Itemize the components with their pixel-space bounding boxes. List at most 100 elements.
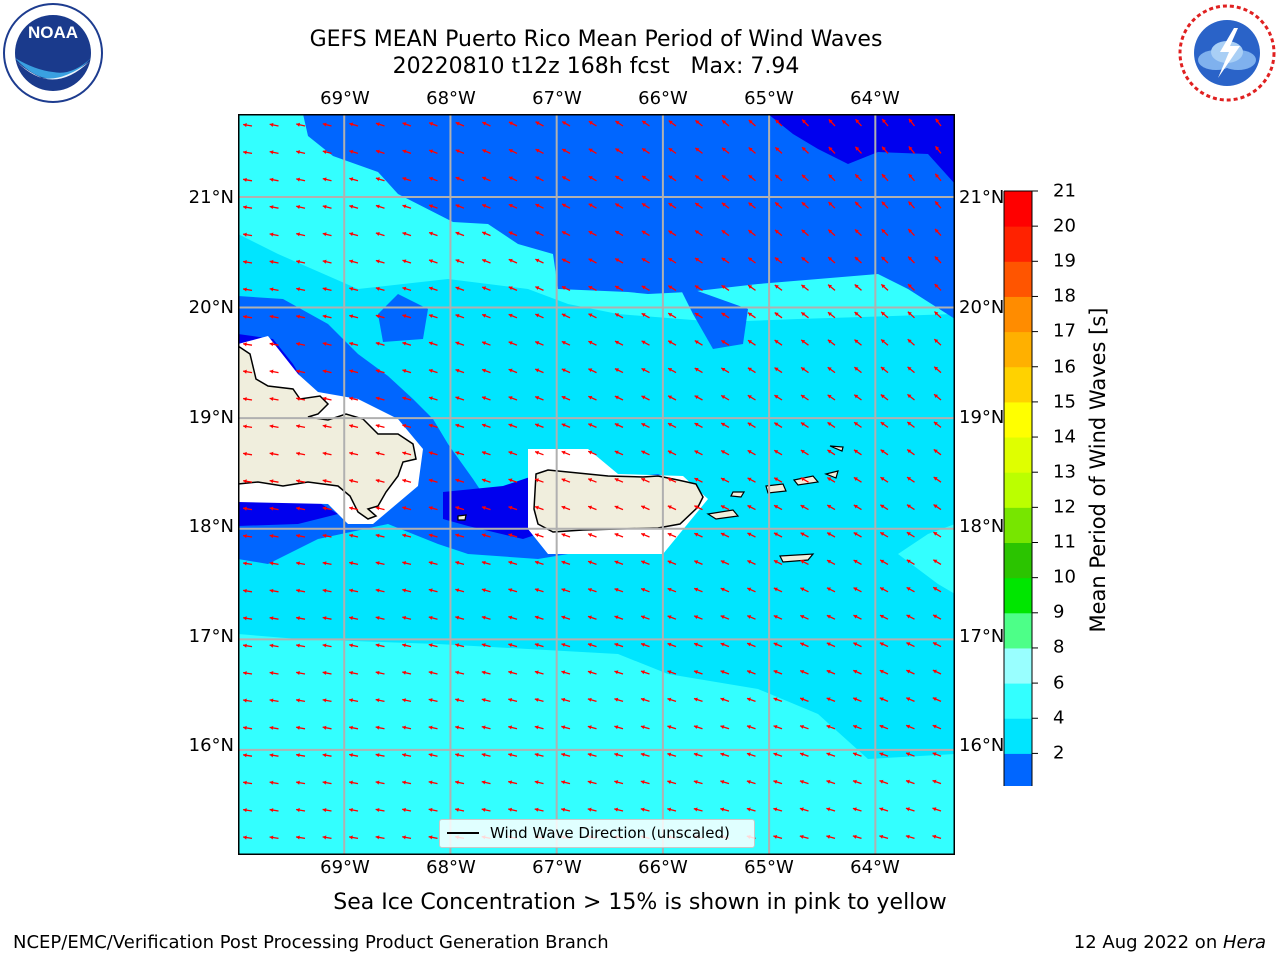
wave-direction-arrowhead — [534, 780, 539, 785]
wave-direction-arrowhead — [721, 395, 726, 399]
wave-direction-arrowhead — [508, 697, 513, 702]
wave-direction-arrowhead — [853, 724, 858, 729]
colorbar-segment — [1004, 226, 1032, 262]
wave-direction-arrowhead — [800, 560, 805, 564]
wave-direction-arrowhead — [508, 560, 513, 565]
wave-direction-arrowhead — [935, 146, 940, 151]
wave-direction-arrowhead — [641, 313, 646, 317]
lon-tick-top: 64°W — [850, 88, 900, 109]
wave-direction-arrowhead — [322, 177, 327, 182]
wave-direction-arrowhead — [269, 369, 274, 374]
wave-direction-arrowhead — [748, 147, 753, 152]
wave-direction-arrowhead — [667, 423, 672, 427]
wave-direction-arrowhead — [908, 146, 913, 151]
wave-direction-arrowhead — [482, 396, 486, 401]
wave-direction-arrowhead — [801, 229, 806, 234]
wave-direction-arrowhead — [828, 284, 833, 289]
wave-direction-arrowhead — [535, 313, 540, 318]
wave-direction-arrowhead — [855, 174, 860, 179]
wave-direction-arrowhead — [322, 835, 327, 840]
wave-direction-arrowhead — [455, 204, 460, 209]
wave-direction-arrowhead — [561, 450, 566, 455]
wave-direction-arrowhead — [535, 505, 539, 510]
wave-direction-arrowhead — [296, 314, 300, 319]
wave-direction-arrowhead — [746, 752, 751, 757]
wave-direction-arrowhead — [881, 311, 886, 316]
wave-direction-arrowhead — [640, 780, 645, 785]
wave-direction-arrowhead — [375, 588, 380, 593]
wave-direction-arrowhead — [481, 560, 486, 565]
wave-direction-arrowhead — [402, 231, 407, 236]
wave-direction-arrowhead — [668, 175, 673, 180]
wave-direction-arrowhead — [269, 205, 274, 210]
footer-date-text: 12 Aug 2022 on — [1073, 932, 1223, 953]
wave-direction-arrowhead — [614, 395, 619, 400]
wave-direction-arrowhead — [535, 396, 540, 400]
colorbar-tick: 9 — [1053, 601, 1065, 623]
wave-direction-arrowhead — [853, 587, 858, 592]
wave-direction-arrowhead — [375, 725, 380, 730]
wave-direction-arrowhead — [455, 560, 460, 565]
wave-direction-arrowhead — [667, 477, 672, 482]
wave-direction-arrowhead — [826, 669, 831, 674]
wave-direction-arrowhead — [481, 725, 486, 730]
wave-direction-arrowhead — [748, 285, 753, 289]
wave-direction-arrowhead — [243, 424, 247, 429]
wave-direction-arrowhead — [375, 643, 380, 648]
wave-direction-arrowhead — [799, 779, 804, 784]
wave-direction-arrowhead — [428, 286, 433, 291]
wave-direction-arrowhead — [482, 341, 487, 346]
wave-direction-arrowhead — [349, 232, 354, 237]
wave-direction-arrowhead — [508, 478, 513, 483]
wave-direction-arrowhead — [561, 588, 566, 592]
wave-direction-arrowhead — [614, 670, 619, 675]
wave-direction-arrowhead — [508, 505, 513, 510]
wave-direction-arrowhead — [933, 559, 938, 564]
wave-direction-arrowhead — [322, 479, 327, 484]
wave-direction-arrowhead — [243, 725, 247, 730]
wave-direction-arrowhead — [694, 313, 699, 317]
wave-direction-arrowhead — [615, 203, 620, 208]
wave-direction-arrowhead — [932, 724, 937, 729]
wave-direction-arrowhead — [774, 257, 779, 262]
wave-direction-arrowhead — [694, 340, 699, 345]
wave-direction-arrowhead — [879, 779, 884, 784]
wave-direction-arrowhead — [243, 287, 247, 292]
wave-direction-arrowhead — [879, 724, 884, 729]
wave-direction-arrowhead — [429, 176, 434, 181]
wave-direction-arrowhead — [853, 669, 858, 674]
wave-direction-arrowhead — [349, 204, 354, 209]
wave-direction-arrowhead — [587, 670, 592, 675]
wave-direction-arrowhead — [828, 229, 833, 234]
wave-direction-arrowhead — [296, 808, 300, 813]
wave-direction-arrowhead — [481, 451, 486, 455]
wave-direction-arrowhead — [906, 697, 911, 702]
wave-direction-arrowhead — [375, 232, 380, 236]
wave-direction-arrowhead — [243, 205, 247, 210]
map-legend: Wind Wave Direction (unscaled) — [439, 819, 755, 848]
wave-direction-arrowhead — [296, 451, 300, 456]
wave-direction-arrowhead — [508, 203, 513, 208]
wave-direction-arrowhead — [561, 725, 566, 730]
wave-direction-arrowhead — [349, 478, 354, 483]
wave-direction-arrowhead — [827, 394, 832, 399]
colorbar-tick: 4 — [1053, 707, 1065, 729]
wave-direction-arrowhead — [934, 256, 939, 261]
wave-direction-arrowhead — [774, 367, 779, 372]
wave-direction-arrowhead — [932, 642, 937, 646]
wave-direction-arrowhead — [615, 176, 620, 180]
wave-direction-arrowhead — [481, 423, 486, 428]
wave-direction-arrowhead — [269, 753, 274, 758]
colorbar-tick: 17 — [1053, 320, 1076, 342]
wave-direction-arrowhead — [428, 670, 433, 675]
lat-tick-right: 21°N — [959, 187, 1005, 208]
wave-direction-arrowhead — [907, 366, 912, 371]
wave-direction-arrowhead — [243, 123, 247, 128]
colorbar-segment — [1004, 753, 1032, 786]
wave-direction-arrowhead — [747, 395, 752, 399]
wave-direction-arrowhead — [349, 122, 354, 127]
footer-credit: NCEP/EMC/Verification Post Processing Pr… — [13, 932, 609, 953]
wave-direction-arrowhead — [879, 642, 884, 647]
wave-direction-arrowhead — [907, 394, 912, 399]
wave-direction-arrowhead — [720, 560, 725, 564]
